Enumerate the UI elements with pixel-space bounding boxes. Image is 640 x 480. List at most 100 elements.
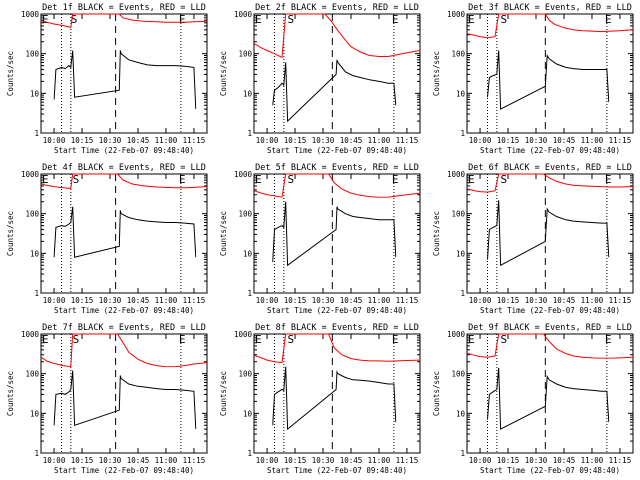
segment-marker-e: E xyxy=(392,13,399,26)
y-axis-label: Counts/sec xyxy=(219,51,228,96)
y-tick-label: 1 xyxy=(247,129,252,138)
y-tick-label: 100 xyxy=(25,50,39,59)
series-events-line xyxy=(54,51,196,110)
x-tick-label: 10:00 xyxy=(43,296,66,305)
y-axis-label: Counts/sec xyxy=(219,371,228,416)
x-axis-label: Start Time (22-Feb-07 09:48:40) xyxy=(480,306,620,315)
segment-marker-e: E xyxy=(468,333,475,346)
x-tick-label: 10:15 xyxy=(284,136,307,145)
x-tick-label: 10:30 xyxy=(312,456,335,465)
x-tick-label: 10:00 xyxy=(256,136,279,145)
segment-marker-s: S xyxy=(73,333,80,346)
panel-det-5f: Det 5f BLACK = Events, RED = LLD 1 10 100 10… xyxy=(219,163,421,315)
plot-frame xyxy=(40,333,208,454)
y-tick-label: 1000 xyxy=(21,10,40,19)
segment-marker-e: E xyxy=(42,13,49,26)
panel-title: Det 1f BLACK = Events, RED = LLD xyxy=(42,3,206,13)
segment-marker-e: E xyxy=(179,333,186,346)
panel-title: Det 7f BLACK = Events, RED = LLD xyxy=(42,323,206,333)
x-tick-label: 11:00 xyxy=(155,456,178,465)
x-tick-label: 10:15 xyxy=(497,136,520,145)
segment-marker-s: S xyxy=(287,333,294,346)
x-tick-label: 11:15 xyxy=(183,456,206,465)
panel-title: Det 4f BLACK = Events, RED = LLD xyxy=(42,163,206,173)
y-tick-label: 10 xyxy=(30,89,40,98)
x-tick-label: 10:00 xyxy=(256,296,279,305)
x-tick-label: 11:00 xyxy=(368,296,391,305)
y-tick-label: 100 xyxy=(238,210,252,219)
segment-marker-e: E xyxy=(42,333,49,346)
x-tick-label: 10:00 xyxy=(43,136,66,145)
x-tick-label: 11:15 xyxy=(609,296,632,305)
series-lld-line xyxy=(467,174,633,192)
segment-marker-s: S xyxy=(287,13,294,26)
x-tick-label: 10:30 xyxy=(312,296,335,305)
series-lld-line xyxy=(467,334,633,358)
x-tick-label: 10:15 xyxy=(71,456,94,465)
x-tick-label: 11:15 xyxy=(609,456,632,465)
x-axis-label: Start Time (22-Feb-07 09:48:40) xyxy=(54,306,194,315)
x-tick-label: 11:15 xyxy=(183,136,206,145)
y-tick-label: 100 xyxy=(451,370,465,379)
segment-marker-e: E xyxy=(605,13,612,26)
x-tick-label: 10:30 xyxy=(99,456,122,465)
y-tick-label: 100 xyxy=(238,370,252,379)
y-tick-label: 10 xyxy=(243,89,253,98)
panel-title: Det 2f BLACK = Events, RED = LLD xyxy=(255,3,419,13)
y-tick-label: 1 xyxy=(34,449,39,458)
series-events-line xyxy=(488,51,609,110)
plot-frame xyxy=(40,173,208,294)
x-tick-label: 10:15 xyxy=(71,136,94,145)
segment-marker-e: E xyxy=(255,13,262,26)
panel-det-1f: Det 1f BLACK = Events, RED = LLD 1 10 100 10… xyxy=(6,3,208,155)
panel-title: Det 8f BLACK = Events, RED = LLD xyxy=(255,323,419,333)
y-tick-label: 100 xyxy=(25,210,39,219)
y-tick-label: 100 xyxy=(451,50,465,59)
x-tick-label: 11:15 xyxy=(396,136,419,145)
x-tick-label: 11:00 xyxy=(581,456,604,465)
segment-marker-e: E xyxy=(179,173,186,186)
y-tick-label: 1 xyxy=(247,289,252,298)
panel-title: Det 3f BLACK = Events, RED = LLD xyxy=(468,3,632,13)
y-tick-label: 10 xyxy=(30,249,40,258)
y-tick-label: 1000 xyxy=(21,330,40,339)
x-axis-label: Start Time (22-Feb-07 09:48:40) xyxy=(267,306,407,315)
y-axis-label: Counts/sec xyxy=(432,211,441,256)
x-tick-label: 10:45 xyxy=(340,136,363,145)
x-tick-label: 11:00 xyxy=(155,136,178,145)
y-tick-label: 10 xyxy=(456,249,466,258)
segment-marker-s: S xyxy=(500,333,507,346)
x-tick-label: 11:15 xyxy=(396,296,419,305)
x-tick-label: 10:45 xyxy=(553,456,576,465)
panel-det-3f: Det 3f BLACK = Events, RED = LLD 1 10 100 10… xyxy=(432,3,634,155)
x-tick-label: 10:15 xyxy=(284,296,307,305)
x-tick-label: 10:30 xyxy=(312,136,335,145)
series-lld-line xyxy=(41,14,207,27)
y-tick-label: 10 xyxy=(30,409,40,418)
x-tick-label: 10:00 xyxy=(256,456,279,465)
x-axis-label: Start Time (22-Feb-07 09:48:40) xyxy=(54,466,194,475)
y-tick-label: 1 xyxy=(460,129,465,138)
y-tick-label: 10 xyxy=(456,89,466,98)
panel-det-7f: Det 7f BLACK = Events, RED = LLD 1 10 100 10… xyxy=(6,323,208,475)
series-events-line xyxy=(54,207,196,258)
series-lld-line xyxy=(254,14,420,58)
y-axis-label: Counts/sec xyxy=(6,371,15,416)
y-tick-label: 1 xyxy=(34,289,39,298)
y-tick-label: 1000 xyxy=(447,10,466,19)
y-axis-label: Counts/sec xyxy=(219,211,228,256)
x-tick-label: 10:15 xyxy=(497,456,520,465)
y-tick-label: 10 xyxy=(243,249,253,258)
y-tick-label: 1000 xyxy=(21,170,40,179)
x-tick-label: 10:00 xyxy=(43,456,66,465)
y-tick-label: 1000 xyxy=(234,330,253,339)
segment-marker-e: E xyxy=(605,173,612,186)
y-axis-label: Counts/sec xyxy=(6,51,15,96)
series-events-line xyxy=(54,371,196,430)
series-events-line xyxy=(273,202,396,266)
x-tick-label: 11:00 xyxy=(581,296,604,305)
x-axis-label: Start Time (22-Feb-07 09:48:40) xyxy=(267,146,407,155)
series-events-line xyxy=(273,367,396,429)
x-tick-label: 11:15 xyxy=(183,296,206,305)
